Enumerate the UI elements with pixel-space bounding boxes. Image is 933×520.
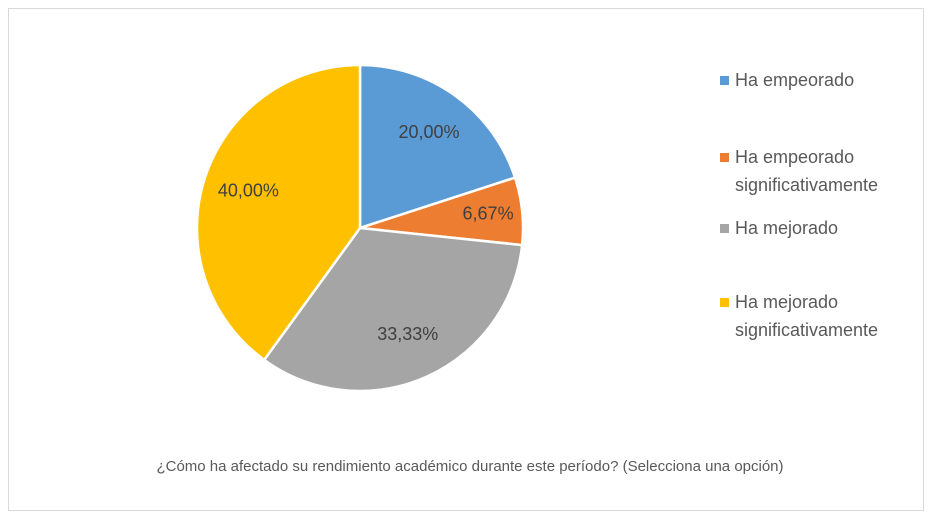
legend-swatch xyxy=(720,76,729,85)
pie-slice xyxy=(262,226,524,393)
legend-swatch xyxy=(720,298,729,307)
data-label: 40,00% xyxy=(218,180,279,200)
legend-swatch xyxy=(720,153,729,162)
legend-label: Ha empeorado xyxy=(735,70,855,90)
legend-label: Ha empeorado significativamente xyxy=(735,147,879,195)
data-label: 6,67% xyxy=(463,203,514,223)
legend-swatch xyxy=(720,224,729,233)
legend-item: Ha empeorado significativamente xyxy=(720,143,920,199)
legend-item: Ha mejorado significativamente xyxy=(720,288,920,344)
data-label: 33,33% xyxy=(377,324,438,344)
pie-slice xyxy=(358,63,517,230)
chart-title: ¿Cómo ha afectado su rendimiento académi… xyxy=(156,458,784,475)
pie-slice xyxy=(195,63,362,362)
legend-item: Ha empeorado xyxy=(720,66,920,94)
chart-frame xyxy=(8,8,924,511)
legend-label: Ha mejorado significativamente xyxy=(735,292,879,340)
data-label: 20,00% xyxy=(398,122,459,142)
legend-item: Ha mejorado xyxy=(720,214,920,242)
legend-label: Ha mejorado xyxy=(735,218,839,238)
